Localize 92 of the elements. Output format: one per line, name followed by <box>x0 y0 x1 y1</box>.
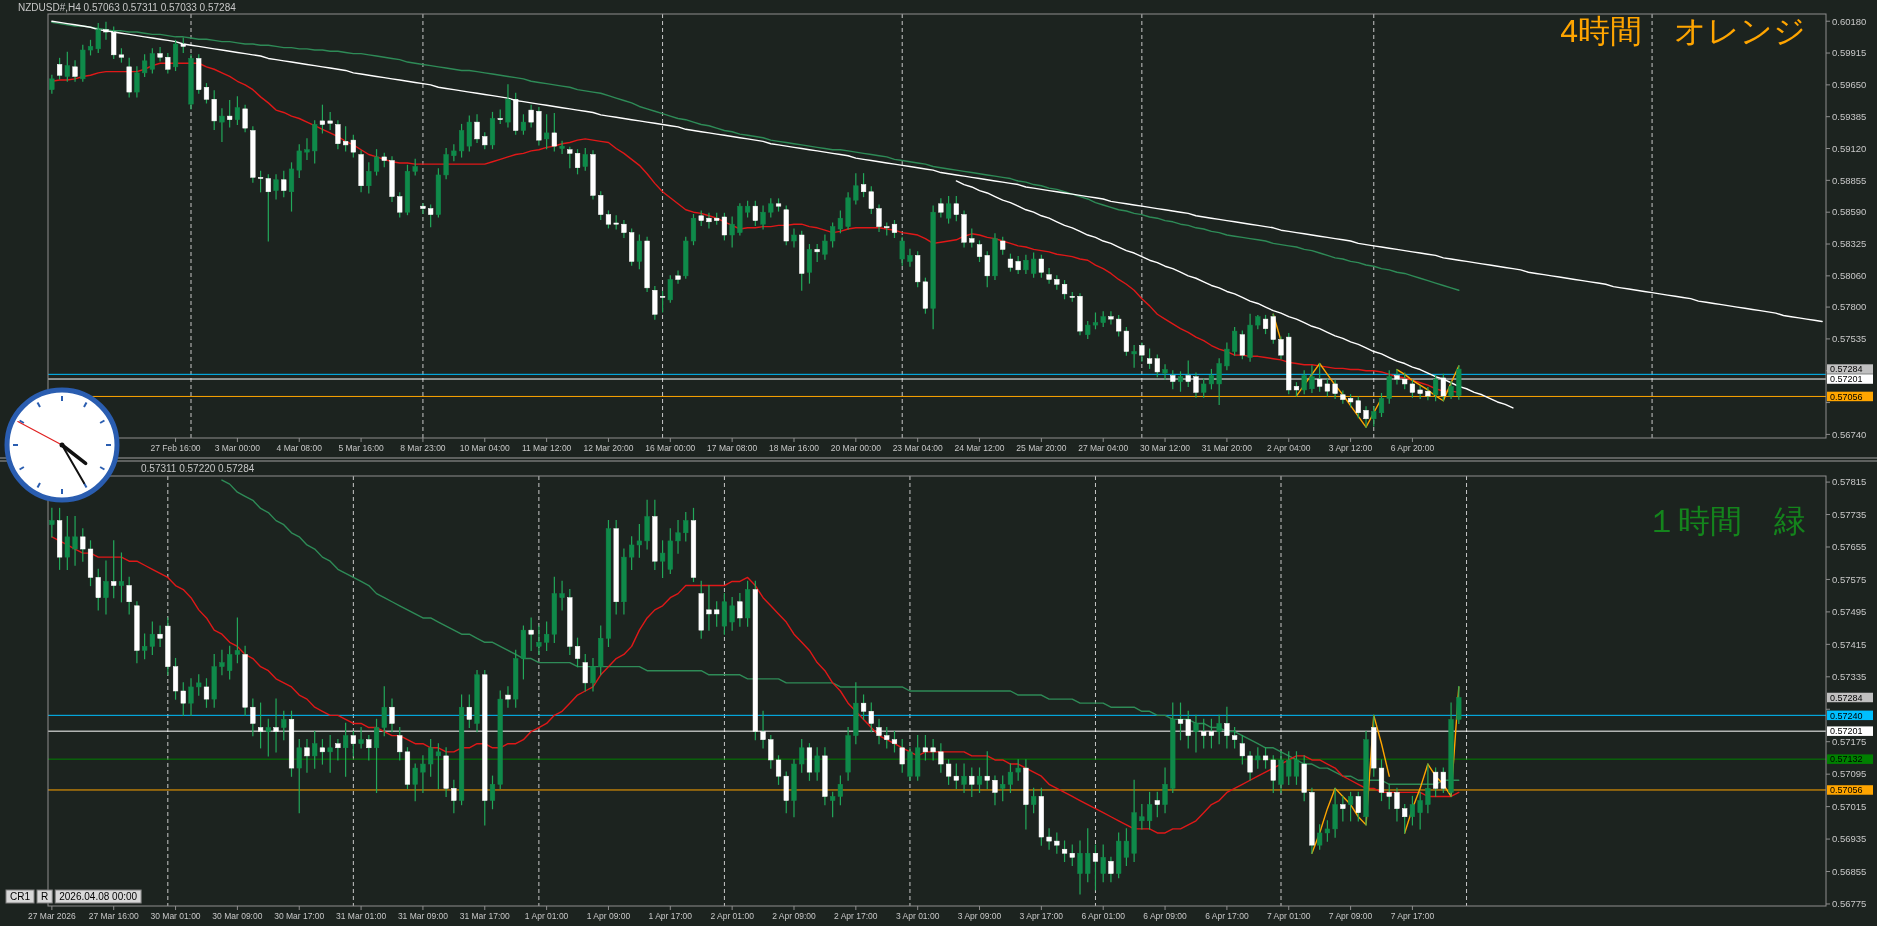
x-tick-label: 5 Mar 16:00 <box>338 443 384 453</box>
annotation: 2026.04.08 00:00 <box>54 889 142 904</box>
y-tick-label: 0.57095 <box>1832 768 1867 780</box>
x-tick-label: 20 Mar 00:00 <box>830 443 881 453</box>
x-tick-label: 7 Apr 17:00 <box>1390 911 1435 921</box>
annotation: 2026.04.08 00:00 <box>59 891 138 902</box>
x-tick-label: 6 Apr 09:00 <box>1143 911 1187 921</box>
x-tick-label: 3 Apr 12:00 <box>1328 443 1373 453</box>
y-tick-label: 0.56740 <box>1832 428 1867 440</box>
y-tick-label: 0.58325 <box>1832 238 1867 250</box>
x-tick-label: 30 Mar 09:00 <box>212 911 263 921</box>
x-tick-label: 31 Mar 09:00 <box>397 911 448 921</box>
annotation: CR1 <box>5 889 35 904</box>
y-tick-label: 0.57415 <box>1832 638 1867 650</box>
ref-line-label: 0.57056 <box>1830 391 1863 402</box>
x-tick-label: 24 Mar 12:00 <box>954 443 1005 453</box>
x-tick-label: 3 Apr 17:00 <box>1019 911 1064 921</box>
x-tick-label: 31 Mar 20:00 <box>1201 443 1252 453</box>
y-tick-label: 0.57575 <box>1832 573 1867 585</box>
y-tick-label: 0.57335 <box>1832 671 1867 683</box>
x-tick-label: 1 Apr 09:00 <box>586 911 631 921</box>
y-tick-label: 0.56775 <box>1832 898 1867 910</box>
x-tick-label: 7 Apr 09:00 <box>1328 911 1373 921</box>
y-tick-label: 0.57815 <box>1832 476 1867 488</box>
x-tick-label: 25 Mar 20:00 <box>1016 443 1067 453</box>
x-tick-label: 2 Apr 17:00 <box>834 911 878 921</box>
x-tick-label: 6 Apr 20:00 <box>1390 443 1435 453</box>
y-tick-label: 0.57015 <box>1832 800 1867 812</box>
x-tick-label: 4 Mar 08:00 <box>276 443 322 453</box>
x-tick-label: 17 Mar 08:00 <box>707 443 758 453</box>
x-tick-label: 30 Mar 01:00 <box>150 911 201 921</box>
x-tick-label: 23 Mar 04:00 <box>892 443 943 453</box>
x-tick-label: 27 Mar 04:00 <box>1078 443 1129 453</box>
y-tick-label: 0.56855 <box>1832 865 1867 877</box>
x-tick-label: 2 Apr 09:00 <box>772 911 816 921</box>
ref-line-label: 0.57240 <box>1830 710 1863 721</box>
y-tick-label: 0.59120 <box>1832 142 1867 154</box>
x-tick-label: 30 Mar 17:00 <box>274 911 325 921</box>
price-label: 0.57284 <box>1827 364 1873 375</box>
ref-line-label: 0.57056 <box>1830 785 1863 796</box>
x-tick-label: 16 Mar 00:00 <box>645 443 696 453</box>
y-tick-label: 0.59385 <box>1832 111 1867 122</box>
x-tick-label: 1 Apr 01:00 <box>524 911 569 921</box>
ref-line-label: 0.57201 <box>1830 374 1863 385</box>
x-tick-label: 2 Apr 01:00 <box>710 911 754 921</box>
x-tick-label: 1 Apr 17:00 <box>648 911 693 921</box>
y-tick-label: 0.60180 <box>1832 15 1867 27</box>
x-tick-label: 10 Mar 04:00 <box>459 443 510 453</box>
x-tick-label: 27 Feb 16:00 <box>150 443 201 453</box>
price-label: 0.57240 <box>1827 710 1873 721</box>
price-label: 0.57056 <box>1827 391 1873 402</box>
x-tick-label: 3 Mar 00:00 <box>214 443 261 453</box>
price-label: 0.57284 <box>1827 692 1873 703</box>
y-tick-label: 0.57495 <box>1832 606 1867 618</box>
title: 4時間 オレンジ <box>1560 13 1806 49</box>
annotation: 0.57311 0.57220 0.57284 <box>141 463 255 474</box>
x-tick-label: 3 Apr 09:00 <box>957 911 1002 921</box>
x-tick-label: 3 Apr 01:00 <box>895 911 940 921</box>
x-tick-label: 8 Mar 23:00 <box>400 443 446 453</box>
price-label: 0.57201 <box>1827 374 1873 385</box>
price-label: 0.57201 <box>1827 726 1873 737</box>
annotation: NZDUSD#,H4 0.57063 0.57311 0.57033 0.57284 <box>18 2 236 13</box>
x-tick-label: 27 Mar 2026 <box>28 911 76 921</box>
y-tick-label: 0.58855 <box>1832 174 1867 186</box>
y-tick-label: 0.59650 <box>1832 79 1867 91</box>
x-tick-label: 31 Mar 17:00 <box>459 911 510 921</box>
y-tick-label: 0.57535 <box>1832 333 1867 345</box>
y-tick-label: 0.58590 <box>1832 206 1867 218</box>
y-tick-label: 0.57735 <box>1832 508 1867 520</box>
annotation: R <box>41 891 49 902</box>
x-tick-label: 30 Mar 12:00 <box>1140 443 1191 453</box>
title: １時間 緑 <box>1646 503 1806 539</box>
x-tick-label: 31 Mar 01:00 <box>336 911 387 921</box>
price-label: 0.57056 <box>1827 785 1873 796</box>
ref-line-label: 0.57201 <box>1830 726 1863 737</box>
y-tick-label: 0.56935 <box>1832 833 1867 845</box>
x-tick-label: 2 Apr 04:00 <box>1267 443 1311 453</box>
price-label: 0.57132 <box>1827 754 1873 765</box>
ref-line-label: 0.57132 <box>1830 754 1863 765</box>
annotation: R <box>36 889 53 904</box>
y-tick-label: 0.59915 <box>1832 47 1867 59</box>
x-tick-label: 18 Mar 16:00 <box>768 443 820 453</box>
x-tick-label: 11 Mar 12:00 <box>521 443 572 453</box>
y-tick-label: 0.57175 <box>1832 736 1867 747</box>
x-tick-label: 6 Apr 17:00 <box>1205 911 1249 921</box>
y-tick-label: 0.57655 <box>1832 541 1867 553</box>
x-tick-label: 27 Mar 16:00 <box>88 911 139 921</box>
y-tick-label: 0.58060 <box>1832 270 1867 282</box>
x-tick-label: 12 Mar 20:00 <box>583 443 634 453</box>
y-tick-label: 0.57800 <box>1832 301 1867 313</box>
x-tick-label: 6 Apr 01:00 <box>1081 911 1125 921</box>
x-tick-label: 7 Apr 01:00 <box>1267 911 1311 921</box>
